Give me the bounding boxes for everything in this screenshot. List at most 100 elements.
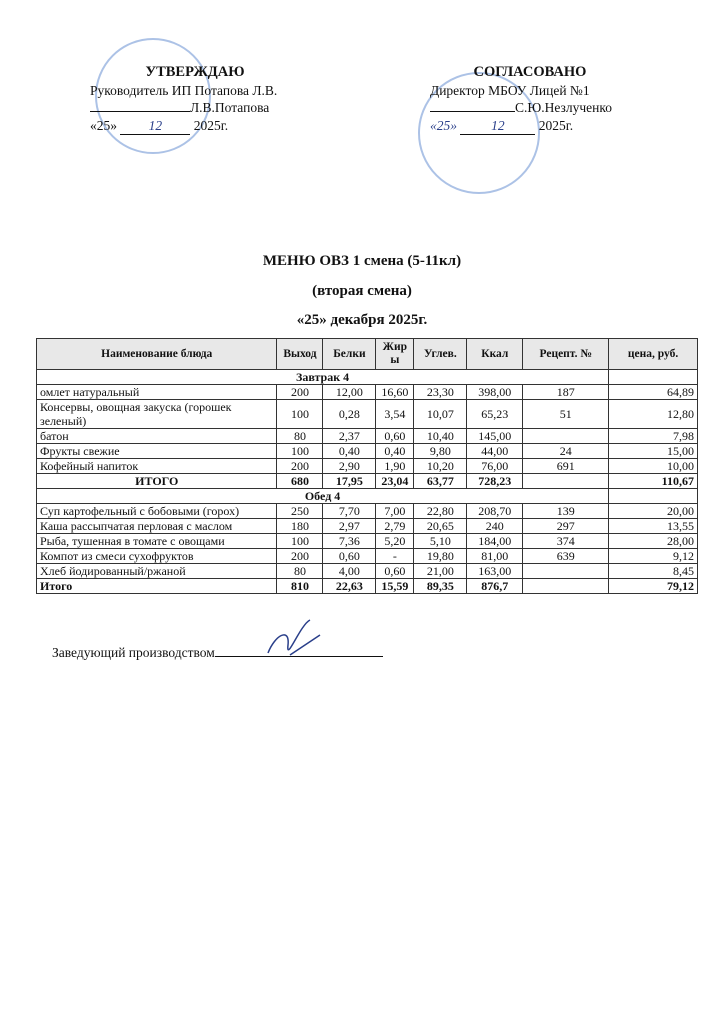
cell: 79,12 (608, 578, 698, 594)
total-row: ИТОГО 680 17,95 23,04 63,77 728,23 110,67 (35, 473, 698, 489)
cell: 374 (522, 533, 610, 549)
table-row: омлет натуральный 200 12,00 16,60 23,30 398,0… (35, 384, 698, 400)
cell: 9,80 (413, 443, 468, 459)
cell: Итого (35, 578, 278, 594)
column-header: цена, руб. (608, 338, 698, 370)
cell: 10,40 (413, 428, 468, 444)
cell: 163,00 (466, 563, 524, 579)
column-header: Жир ы (375, 338, 415, 370)
cell: 65,23 (466, 399, 524, 429)
cell: 12,00 (322, 384, 377, 400)
cell: 240 (466, 518, 524, 534)
stamp-right (418, 72, 540, 194)
cell: 76,00 (466, 458, 524, 474)
cell: 80 (276, 563, 324, 579)
cell: 5,20 (375, 533, 415, 549)
section-row: Обед 4 (35, 488, 698, 504)
cell: 0,60 (375, 428, 415, 444)
agree-title: СОГЛАСОВАНО (473, 64, 587, 80)
cell: 200 (276, 548, 324, 564)
cell: Консервы, овощная закуска (горошек зелен… (35, 399, 278, 429)
table-row: Каша рассыпчатая перловая с маслом 180 2,9… (35, 518, 698, 534)
cell: 728,23 (466, 473, 524, 489)
cell: 208,70 (466, 503, 524, 519)
total-row: Итого 810 22,63 15,59 89,35 876,7 79,12 (35, 578, 698, 594)
section-row: Завтрак 4 (35, 369, 698, 385)
cell: 0,60 (322, 548, 377, 564)
cell: Кофейный напиток (35, 458, 278, 474)
cell: 180 (276, 518, 324, 534)
cell: 200 (276, 384, 324, 400)
cell (522, 563, 610, 579)
cell: 16,60 (375, 384, 415, 400)
cell: 2,79 (375, 518, 415, 534)
column-header: Наименование блюда (35, 338, 278, 370)
column-header: Выход (276, 338, 324, 370)
table-row: батон 80 2,37 0,60 10,40 145,00 7,98 (35, 428, 698, 444)
table-header: Наименование блюда Выход Белки Жир ы Углев. К… (35, 338, 698, 370)
cell: ИТОГО (35, 473, 278, 489)
table-row: Фрукты свежие 100 0,40 0,40 9,80 44,00 24 15,00 (35, 443, 698, 459)
table-row: Хлеб йодированный/ржаной 80 4,00 0,60 21,00 1… (35, 563, 698, 579)
column-header: Рецепт. № (522, 338, 610, 370)
agree-line2: С.Ю.Незлученко (430, 99, 660, 117)
cell: Хлеб йодированный/ржаной (35, 563, 278, 579)
cell: 10,00 (608, 458, 698, 474)
approve-line1: Руководитель ИП Потапова Л.В. (90, 82, 278, 98)
cell: 297 (522, 518, 610, 534)
cell: 2,37 (322, 428, 377, 444)
cell: батон (35, 428, 278, 444)
cell: 81,00 (466, 548, 524, 564)
cell: 28,00 (608, 533, 698, 549)
cell: омлет натуральный (35, 384, 278, 400)
agree-block: СОГЛАСОВАНО Директор МБОУ Лицей №1 С.Ю.Н… (430, 64, 660, 135)
menu-table: Наименование блюда Выход Белки Жир ы Углев. К… (35, 338, 698, 594)
cell: 89,35 (413, 578, 468, 594)
cell (608, 369, 698, 385)
column-header: Углев. (413, 338, 468, 370)
cell: 8,45 (608, 563, 698, 579)
cell: Суп картофельный с бобовыми (горох) (35, 503, 278, 519)
cell: 7,00 (375, 503, 415, 519)
cell: 51 (522, 399, 610, 429)
section-title: Обед 4 (35, 488, 610, 504)
table-row: Кофейный напиток 200 2,90 1,90 10,20 76,00 691… (35, 458, 698, 474)
cell: 7,98 (608, 428, 698, 444)
cell: 23,30 (413, 384, 468, 400)
cell: 110,67 (608, 473, 698, 489)
cell: 23,04 (375, 473, 415, 489)
cell: 44,00 (466, 443, 524, 459)
menu-title: МЕНЮ ОВЗ 1 смена (5-11кл) (262, 253, 462, 269)
column-header: Ккал (466, 338, 524, 370)
column-header: Белки (322, 338, 377, 370)
approve-line2: Л.В.Потапова (90, 99, 340, 117)
table-row: Суп картофельный с бобовыми (горох) 250 7,… (35, 503, 698, 519)
agree-line1: Директор МБОУ Лицей №1 (430, 82, 590, 98)
cell (522, 473, 610, 489)
table-row: Компот из смеси сухофруктов 200 0,60-19,80… (35, 548, 698, 564)
approve-title: УТВЕРЖДАЮ (145, 64, 245, 80)
cell: Каша рассыпчатая перловая с маслом (35, 518, 278, 534)
signature-mark (267, 619, 321, 656)
cell: 20,65 (413, 518, 468, 534)
cell: 398,00 (466, 384, 524, 400)
cell: 2,90 (322, 458, 377, 474)
cell: 1,90 (375, 458, 415, 474)
cell: 10,20 (413, 458, 468, 474)
cell: 187 (522, 384, 610, 400)
cell: 0,40 (375, 443, 415, 459)
cell: 9,12 (608, 548, 698, 564)
cell: 20,00 (608, 503, 698, 519)
cell: Компот из смеси сухофруктов (35, 548, 278, 564)
cell: 100 (276, 443, 324, 459)
cell: 15,59 (375, 578, 415, 594)
approve-block: УТВЕРЖДАЮ Руководитель ИП Потапова Л.В. … (90, 64, 340, 135)
cell: 145,00 (466, 428, 524, 444)
table-row: Консервы, овощная закуска (горошек зелен… (35, 399, 698, 429)
cell: 2,97 (322, 518, 377, 534)
menu-date: «25» декабря 2025г. (296, 312, 428, 328)
cell (522, 428, 610, 444)
cell: 22,80 (413, 503, 468, 519)
cell: 3,54 (375, 399, 415, 429)
